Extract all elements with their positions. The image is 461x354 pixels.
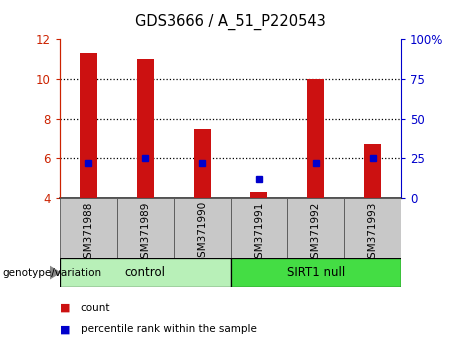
Bar: [287, 198, 344, 258]
Bar: [117, 198, 174, 258]
Bar: [194, 129, 211, 198]
Text: GSM371991: GSM371991: [254, 201, 264, 265]
Text: ■: ■: [60, 324, 71, 334]
Bar: [344, 198, 401, 258]
Text: genotype/variation: genotype/variation: [2, 268, 101, 278]
Text: GSM371989: GSM371989: [140, 201, 150, 265]
Bar: [60, 198, 117, 258]
Bar: [307, 79, 324, 198]
Bar: [364, 144, 381, 198]
Bar: [250, 192, 267, 198]
Bar: [60, 258, 230, 287]
Bar: [230, 258, 401, 287]
Text: GSM371993: GSM371993: [367, 201, 378, 265]
Text: GSM371988: GSM371988: [83, 201, 94, 265]
Bar: [80, 53, 97, 198]
Text: GDS3666 / A_51_P220543: GDS3666 / A_51_P220543: [135, 14, 326, 30]
Text: GSM371990: GSM371990: [197, 201, 207, 264]
Bar: [230, 198, 287, 258]
Text: percentile rank within the sample: percentile rank within the sample: [81, 324, 257, 334]
Text: ■: ■: [60, 303, 71, 313]
Text: count: count: [81, 303, 110, 313]
Bar: [174, 198, 230, 258]
Text: control: control: [125, 266, 165, 279]
Text: GSM371992: GSM371992: [311, 201, 321, 265]
Bar: [136, 59, 154, 198]
Polygon shape: [50, 266, 60, 279]
Text: SIRT1 null: SIRT1 null: [287, 266, 345, 279]
